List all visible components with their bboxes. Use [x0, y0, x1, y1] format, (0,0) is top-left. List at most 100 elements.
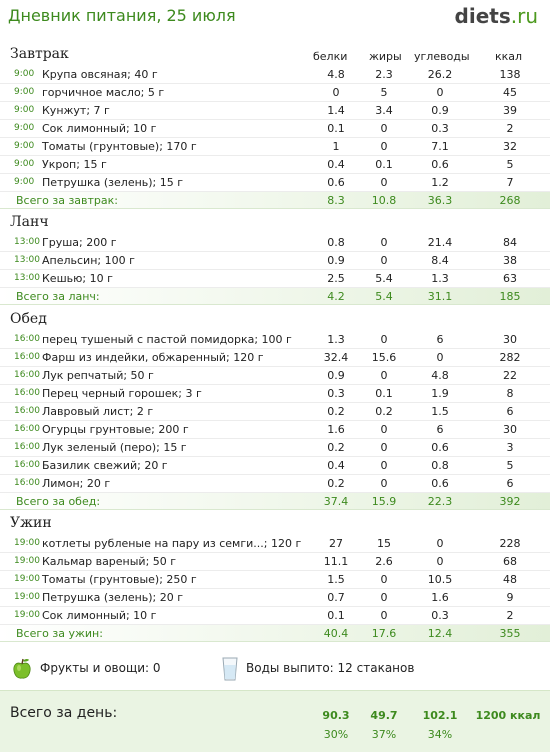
food-row[interactable]: 13:00 Апельсин; 100 г 0.9 0 8.4 38 [0, 252, 550, 270]
total-fat: 5.4 [375, 290, 393, 303]
food-protein: 11.1 [323, 555, 349, 568]
food-protein: 2.5 [327, 272, 345, 285]
food-row[interactable]: 16:00 Перец черный горошек; 3 г 0.3 0.1 1.9 8 [0, 385, 550, 403]
day-total-bar: Всего за день: 90.3 49.7 102.1 1200 ккал… [0, 690, 550, 752]
food-row[interactable]: 16:00 перец тушеный с пастой помидорка; 1… [0, 331, 550, 349]
food-row[interactable]: 16:00 Фарш из индейки, обжаренный; 120 г 3… [0, 349, 550, 367]
food-fat: 0 [380, 477, 388, 490]
food-carbs: 0 [436, 86, 444, 99]
food-row[interactable]: 19:00 котлеты рубленые на пару из семги..… [0, 535, 550, 553]
day-kcal: 1200 ккал [475, 709, 541, 722]
total-kcal: 185 [499, 290, 521, 303]
food-row[interactable]: 19:00 Сок лимонный; 10 г 0.1 0 0.3 2 [0, 607, 550, 625]
food-protein: 0.4 [327, 158, 345, 171]
food-name[interactable]: Петрушка (зелень); 15 г [42, 176, 184, 189]
food-name[interactable]: Апельсин; 100 г [42, 254, 135, 267]
total-fat: 10.8 [371, 194, 397, 207]
food-fat: 0.1 [375, 158, 393, 171]
food-fat: 0 [380, 254, 388, 267]
food-row[interactable]: 9:00 Крупа овсяная; 40 г 4.8 2.3 26.2 138 [0, 66, 550, 84]
food-kcal: 63 [503, 272, 517, 285]
food-name[interactable]: Груша; 200 г [42, 236, 117, 249]
food-fat: 0 [380, 423, 388, 436]
food-carbs: 0 [436, 351, 444, 364]
day-fat-pct: 37% [371, 728, 397, 741]
food-row[interactable]: 9:00 Укроп; 15 г 0.4 0.1 0.6 5 [0, 156, 550, 174]
food-row[interactable]: 19:00 Петрушка (зелень); 20 г 0.7 0 1.6 9 [0, 589, 550, 607]
food-time: 19:00 [14, 610, 40, 620]
food-time: 19:00 [14, 574, 40, 584]
total-carbs: 36.3 [427, 194, 453, 207]
food-name[interactable]: Томаты (грунтовые); 250 г [42, 573, 197, 586]
food-time: 13:00 [14, 273, 40, 283]
food-time: 16:00 [14, 388, 40, 398]
food-row[interactable]: 19:00 Кальмар вареный; 50 г 11.1 2.6 0 68 [0, 553, 550, 571]
food-name[interactable]: Томаты (грунтовые); 170 г [42, 140, 197, 153]
food-name[interactable]: горчичное масло; 5 г [42, 86, 165, 99]
food-row[interactable]: 16:00 Лук зеленый (перо); 15 г 0.2 0 0.6 3 [0, 439, 550, 457]
food-kcal: 5 [506, 459, 514, 472]
food-row[interactable]: 9:00 горчичное масло; 5 г 0 5 0 45 [0, 84, 550, 102]
food-row[interactable]: 16:00 Лимон; 20 г 0.2 0 0.6 6 [0, 475, 550, 493]
food-name[interactable]: Кальмар вареный; 50 г [42, 555, 177, 568]
food-name[interactable]: Перец черный горошек; 3 г [42, 387, 202, 400]
food-row[interactable]: 19:00 Томаты (грунтовые); 250 г 1.5 0 10.5 48 [0, 571, 550, 589]
food-name[interactable]: Сок лимонный; 10 г [42, 609, 157, 622]
food-name[interactable]: Лук репчатый; 50 г [42, 369, 154, 382]
food-row[interactable]: 13:00 Кешью; 10 г 2.5 5.4 1.3 63 [0, 270, 550, 288]
food-kcal: 30 [503, 333, 517, 346]
food-row[interactable]: 16:00 Огурцы грунтовые; 200 г 1.6 0 6 30 [0, 421, 550, 439]
total-protein: 8.3 [327, 194, 345, 207]
food-time: 16:00 [14, 406, 40, 416]
food-fat: 5 [380, 86, 388, 99]
food-name[interactable]: котлеты рубленые на пару из семги...; 12… [42, 537, 302, 550]
site-logo[interactable]: diets.ru [455, 4, 538, 28]
total-kcal: 355 [499, 627, 521, 640]
food-fat: 0 [380, 236, 388, 249]
food-row[interactable]: 16:00 Лук репчатый; 50 г 0.9 0 4.8 22 [0, 367, 550, 385]
food-carbs: 0.3 [431, 609, 449, 622]
total-protein: 4.2 [327, 290, 345, 303]
food-row[interactable]: 9:00 Томаты (грунтовые); 170 г 1 0 7.1 32 [0, 138, 550, 156]
food-name[interactable]: Кешью; 10 г [42, 272, 113, 285]
extras-bar: Фрукты и овощи: 0 Воды выпито: 12 стакан… [0, 656, 550, 684]
food-name[interactable]: Огурцы грунтовые; 200 г [42, 423, 189, 436]
food-carbs: 0.6 [431, 477, 449, 490]
food-row[interactable]: 9:00 Кунжут; 7 г 1.4 3.4 0.9 39 [0, 102, 550, 120]
food-row[interactable]: 9:00 Сок лимонный; 10 г 0.1 0 0.3 2 [0, 120, 550, 138]
food-name[interactable]: Базилик свежий; 20 г [42, 459, 168, 472]
food-time: 19:00 [14, 556, 40, 566]
food-protein: 0.9 [327, 369, 345, 382]
food-row[interactable]: 9:00 Петрушка (зелень); 15 г 0.6 0 1.2 7 [0, 174, 550, 192]
food-kcal: 38 [503, 254, 517, 267]
food-kcal: 8 [506, 387, 514, 400]
food-kcal: 282 [499, 351, 521, 364]
food-name[interactable]: Крупа овсяная; 40 г [42, 68, 158, 81]
food-name[interactable]: Укроп; 15 г [42, 158, 107, 171]
food-carbs: 10.5 [427, 573, 453, 586]
food-row[interactable]: 13:00 Груша; 200 г 0.8 0 21.4 84 [0, 234, 550, 252]
total-carbs: 12.4 [427, 627, 453, 640]
food-name[interactable]: Петрушка (зелень); 20 г [42, 591, 184, 604]
food-time: 9:00 [14, 87, 35, 97]
food-row[interactable]: 16:00 Базилик свежий; 20 г 0.4 0 0.8 5 [0, 457, 550, 475]
food-protein: 0.4 [327, 459, 345, 472]
food-carbs: 0.3 [431, 122, 449, 135]
food-name[interactable]: Лавровый лист; 2 г [42, 405, 154, 418]
food-kcal: 68 [503, 555, 517, 568]
food-carbs: 0.8 [431, 459, 449, 472]
food-carbs: 1.5 [431, 405, 449, 418]
food-name[interactable]: Сок лимонный; 10 г [42, 122, 157, 135]
meal-name: Ланч [10, 214, 49, 230]
food-name[interactable]: Кунжут; 7 г [42, 104, 110, 117]
food-name[interactable]: Лук зеленый (перо); 15 г [42, 441, 187, 454]
food-kcal: 84 [503, 236, 517, 249]
food-name[interactable]: Лимон; 20 г [42, 477, 111, 490]
food-name[interactable]: Фарш из индейки, обжаренный; 120 г [42, 351, 264, 364]
food-carbs: 1.6 [431, 591, 449, 604]
food-fat: 0 [380, 140, 388, 153]
food-protein: 4.8 [327, 68, 345, 81]
food-name[interactable]: перец тушеный с пастой помидорка; 100 г [42, 333, 292, 346]
food-protein: 0.2 [327, 441, 345, 454]
food-row[interactable]: 16:00 Лавровый лист; 2 г 0.2 0.2 1.5 6 [0, 403, 550, 421]
